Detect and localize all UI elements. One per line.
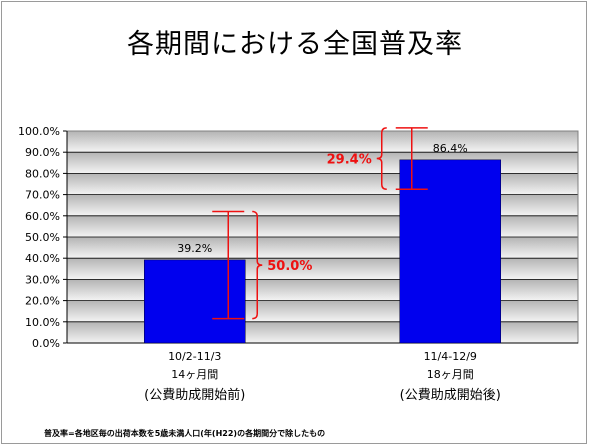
plot-band <box>67 258 578 280</box>
y-tick-label: 20.0% <box>25 295 60 308</box>
y-tick-label: 80.0% <box>25 167 60 180</box>
range-label: 50.0% <box>267 259 312 274</box>
footnote: 普及率=各地区毎の出荷本数を5歳未満人口(年(H22)の各期間分で除したもの <box>44 429 326 438</box>
y-tick-label: 30.0% <box>25 273 60 286</box>
plot-band <box>67 237 578 259</box>
y-tick-label: 10.0% <box>25 316 60 329</box>
x-tick-label: (公費助成開始前) <box>144 387 245 403</box>
y-tick-label: 40.0% <box>25 252 60 265</box>
y-tick-label: 60.0% <box>25 210 60 223</box>
plot-band <box>67 300 578 322</box>
x-tick-label: 18ヶ月間 <box>427 368 474 381</box>
y-tick-label: 100.0% <box>18 125 60 138</box>
bar-value-label: 39.2% <box>177 242 212 255</box>
plot-band <box>67 279 578 301</box>
bar <box>144 259 246 344</box>
range-brace <box>252 210 263 320</box>
chart-title: 各期間における全国普及率 <box>127 29 463 60</box>
x-tick-label: 11/4-12/9 <box>424 350 477 363</box>
bar-value-label: 86.4% <box>433 142 468 155</box>
plot-band <box>67 321 578 343</box>
y-tick-label: 0.0% <box>32 337 60 350</box>
x-tick-label: 10/2-11/3 <box>168 350 221 363</box>
y-tick-label: 70.0% <box>25 189 60 202</box>
plot-band <box>67 131 578 153</box>
plot-band <box>67 152 578 174</box>
y-tick-label: 50.0% <box>25 231 60 244</box>
plot-band <box>67 173 578 195</box>
x-tick-label: 14ヶ月間 <box>171 368 218 381</box>
plot-band <box>67 194 578 216</box>
plot-band <box>67 215 578 237</box>
y-tick-label: 90.0% <box>25 146 60 159</box>
x-tick-label: (公費助成開始後) <box>400 388 501 403</box>
range-brace <box>376 127 387 191</box>
range-label: 29.4% <box>327 153 372 168</box>
bar <box>399 159 501 344</box>
